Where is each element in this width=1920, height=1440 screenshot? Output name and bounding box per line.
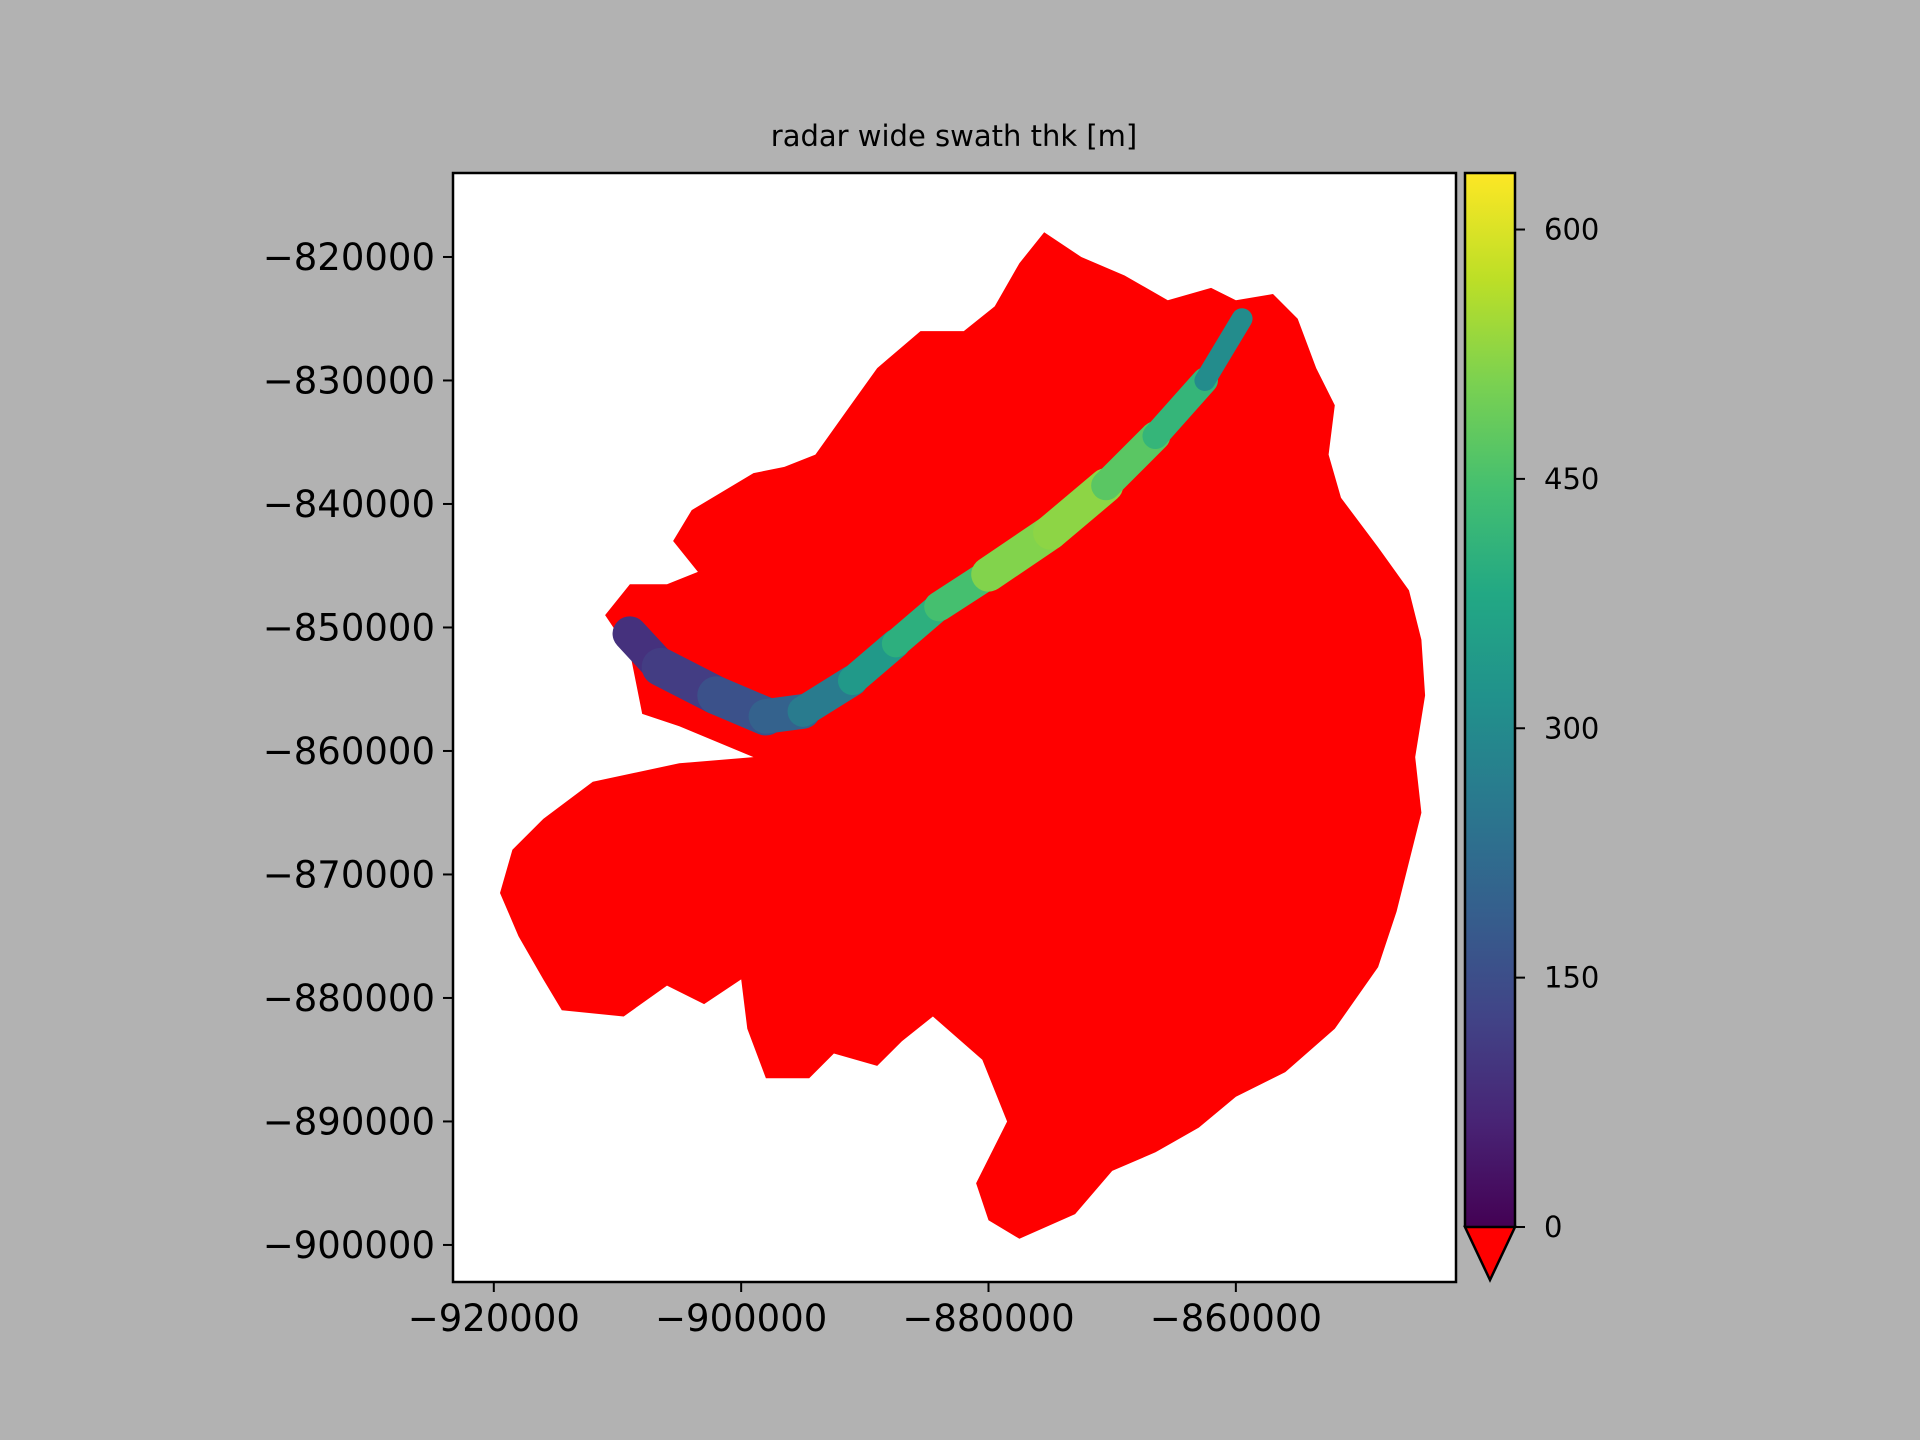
- colorbar-tick-label: 150: [1544, 961, 1599, 995]
- colorbar-frame: [1463, 171, 1517, 1227]
- colorbar-gradient: [1465, 173, 1515, 1227]
- y-tick-label: −890000: [263, 1100, 435, 1143]
- colorbar-ticks: 0 150 300 450 600: [1515, 213, 1599, 1244]
- y-tick-label: −880000: [263, 977, 435, 1020]
- y-axis: −820000 −830000 −840000 −850000 −860000 −8700…: [263, 236, 453, 1267]
- under-range-region: [500, 232, 1426, 1239]
- y-tick-label: −860000: [263, 730, 435, 773]
- x-tick-label: −860000: [1150, 1297, 1322, 1340]
- y-tick-label: −830000: [263, 359, 435, 402]
- colorbar: 0 150 300 450 600: [1463, 171, 1599, 1283]
- x-tick-label: −920000: [408, 1297, 580, 1340]
- colorbar-tick-label: 300: [1544, 711, 1599, 745]
- y-tick-label: −850000: [263, 606, 435, 649]
- x-tick-label: −900000: [655, 1297, 827, 1340]
- colorbar-tick-label: 600: [1544, 213, 1599, 247]
- y-tick-label: −900000: [263, 1224, 435, 1267]
- x-axis: −920000 −900000 −880000 −860000: [408, 1282, 1322, 1340]
- colorbar-under-extension: [1463, 1225, 1517, 1283]
- y-tick-label: −870000: [263, 853, 435, 896]
- colorbar-tick-label: 0: [1544, 1210, 1562, 1244]
- data-layer: [500, 232, 1426, 1239]
- x-tick-label: −880000: [902, 1297, 1074, 1340]
- colorbar-tick-label: 450: [1544, 462, 1599, 496]
- y-tick-label: −840000: [263, 483, 435, 526]
- plot-frame: [451, 171, 1458, 1284]
- chart-title: radar wide swath thk [m]: [771, 119, 1137, 153]
- swath-segment: [1142, 367, 1218, 450]
- swath-segment: [1194, 308, 1253, 391]
- y-tick-label: −820000: [263, 236, 435, 279]
